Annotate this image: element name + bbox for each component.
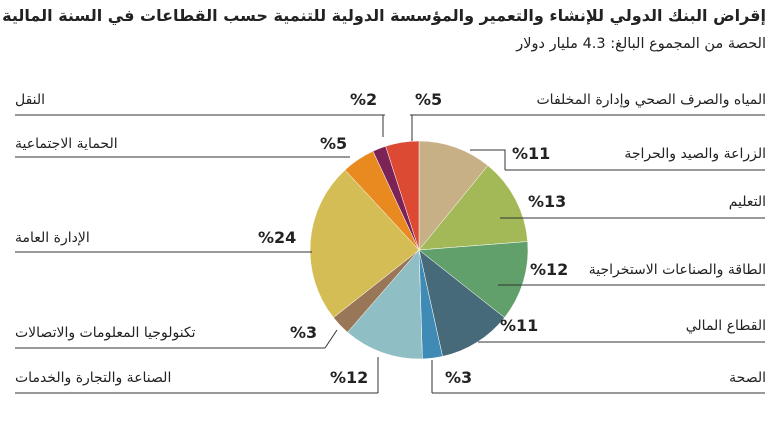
slice-label-7: الإدارة العامة xyxy=(15,230,90,246)
slice-value-7: %24 xyxy=(258,228,297,247)
slice-label-1: التعليم xyxy=(728,194,766,210)
pie-slice-3 xyxy=(418,249,505,357)
slice-label-10: المياه والصرف الصحي وإدارة المخلفات xyxy=(536,92,767,108)
slice-value-3: %11 xyxy=(500,316,539,335)
slice-label-9: النقل xyxy=(15,92,46,108)
slice-label-6: تكنولوجيا المعلومات والاتصالات xyxy=(15,325,196,341)
slice-value-10: %5 xyxy=(415,90,443,109)
slice-label-8: الحماية الاجتماعية xyxy=(15,136,118,152)
pie-slice-2 xyxy=(418,241,529,318)
slice-value-2: %12 xyxy=(530,260,569,279)
pie-slice-1 xyxy=(418,165,528,251)
slice-value-9: %2 xyxy=(350,90,378,109)
pie-slice-10 xyxy=(385,140,420,251)
pie-slice-7 xyxy=(309,169,420,318)
slice-label-3: القطاع المالي xyxy=(685,318,766,334)
slice-value-5: %12 xyxy=(330,368,369,387)
leader-line-6 xyxy=(324,329,338,349)
chart-title: إقراض البنك الدولي للإنشاء والتعمير والم… xyxy=(0,6,766,25)
slice-value-6: %3 xyxy=(290,323,318,342)
slice-label-0: الزراعة والصيد والحراجة xyxy=(624,146,766,162)
slice-label-5: الصناعة والتجارة والخدمات xyxy=(15,370,172,386)
slice-label-2: الطاقة والصناعات الاستخراجية xyxy=(588,262,766,278)
pie-slice-5 xyxy=(347,249,423,360)
slice-label-4: الصحة xyxy=(729,370,766,386)
chart-subtitle: الحصة من المجموع البالغ: 4.3 مليار دولار xyxy=(516,36,766,52)
slice-value-8: %5 xyxy=(320,134,348,153)
slice-value-1: %13 xyxy=(528,192,567,211)
slice-value-4: %3 xyxy=(445,368,473,387)
leader-line-0 xyxy=(470,149,506,170)
pie-slice-0 xyxy=(418,140,489,251)
slice-value-0: %11 xyxy=(512,144,551,163)
